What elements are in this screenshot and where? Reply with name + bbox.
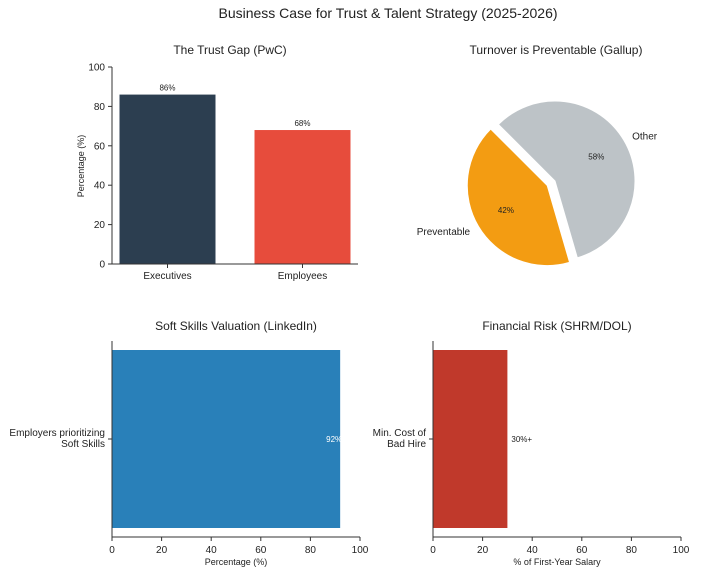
financial-risk-x-tick-label: 40 [527, 545, 539, 556]
soft-skills-x-tick-label: 20 [156, 545, 168, 556]
financial-risk-chart: Financial Risk (SHRM/DOL) 30%+ 0 20 40 60 80… [373, 319, 690, 567]
trust-gap-data-label: 68% [294, 119, 310, 128]
trust-gap-bar-executives [119, 94, 216, 264]
pie-legend-label: Preventable [417, 227, 471, 238]
figure-title: Business Case for Trust & Talent Strateg… [218, 5, 557, 21]
trust-gap-x-tick-label: Executives [143, 271, 191, 282]
trust-gap-data-label: 86% [159, 84, 175, 93]
financial-risk-bar [433, 350, 508, 528]
financial-risk-x-tick-label: 100 [673, 545, 690, 556]
trust-gap-y-tick-label: 80 [94, 102, 106, 113]
trust-gap-y-tick-label: 0 [99, 260, 105, 271]
financial-risk-category-label: Bad Hire [387, 439, 426, 450]
soft-skills-category-label: Employers prioritizing [9, 428, 105, 439]
trust-gap-y-tick-label: 100 [88, 63, 105, 74]
soft-skills-x-tick-label: 60 [255, 545, 267, 556]
pie-slice-other [497, 100, 636, 259]
soft-skills-x-axis-label: Percentage (%) [205, 557, 268, 567]
trust-gap-y-tick-label: 60 [94, 141, 106, 152]
soft-skills-x-tick-label: 40 [206, 545, 218, 556]
trust-gap-y-tick-label: 20 [94, 220, 106, 231]
financial-risk-x-tick-label: 0 [430, 545, 436, 556]
trust-gap-y-tick-label: 40 [94, 181, 106, 192]
financial-risk-x-tick-label: 60 [576, 545, 588, 556]
soft-skills-data-label: 92% [326, 435, 342, 444]
trust-gap-x-tick-label: Employees [278, 271, 327, 282]
trust-gap-title: The Trust Gap (PwC) [173, 43, 286, 57]
financial-risk-x-tick-label: 80 [626, 545, 638, 556]
trust-gap-y-axis-label: Percentage (%) [76, 135, 86, 198]
trust-gap-chart: The Trust Gap (PwC) 86%68% 020406080100 … [76, 43, 358, 282]
soft-skills-category-label: Soft Skills [61, 439, 105, 450]
financial-risk-data-label: 30%+ [511, 435, 532, 444]
financial-risk-category-label: Min. Cost of [373, 428, 427, 439]
soft-skills-x-tick-label: 100 [352, 545, 369, 556]
pie-data-label: 42% [498, 206, 514, 215]
trust-gap-bar-employees [254, 130, 351, 264]
soft-skills-x-tick-label: 80 [305, 545, 317, 556]
turnover-pie-chart: Turnover is Preventable (Gallup) 42% Prev… [417, 43, 658, 267]
financial-risk-title: Financial Risk (SHRM/DOL) [482, 319, 631, 333]
soft-skills-bar [112, 350, 341, 528]
soft-skills-chart: Soft Skills Valuation (LinkedIn) 92% 0 20… [9, 319, 368, 567]
financial-risk-x-axis-label: % of First-Year Salary [513, 557, 601, 567]
financial-risk-x-tick-label: 20 [477, 545, 489, 556]
pie-legend-label: Other [632, 131, 658, 142]
pie-slice-preventable [466, 128, 571, 267]
soft-skills-title: Soft Skills Valuation (LinkedIn) [155, 319, 317, 333]
turnover-title: Turnover is Preventable (Gallup) [470, 43, 643, 57]
soft-skills-x-tick-label: 0 [109, 545, 115, 556]
pie-data-label: 58% [588, 153, 604, 162]
